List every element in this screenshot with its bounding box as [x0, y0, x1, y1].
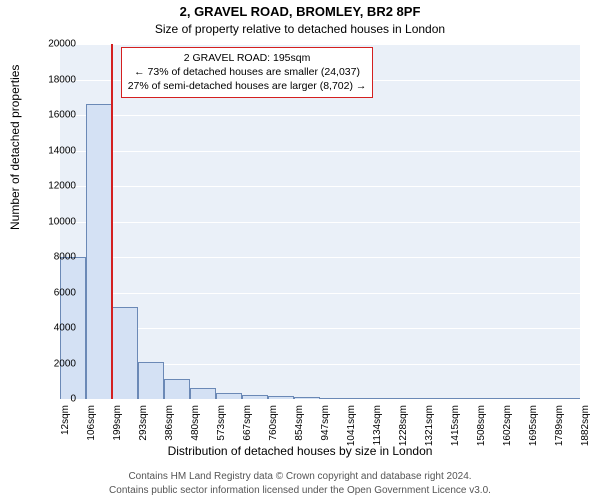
- histogram-bar: [450, 398, 476, 399]
- histogram-bar: [502, 398, 528, 399]
- x-tick-label: 1134sqm: [372, 405, 383, 453]
- x-tick-label: 480sqm: [190, 405, 201, 453]
- y-tick-label: 10000: [48, 216, 76, 227]
- gridline: [60, 115, 580, 116]
- plot-area: 2 GRAVEL ROAD: 195sqm← 73% of detached h…: [60, 44, 580, 399]
- histogram-bar: [86, 104, 112, 399]
- y-tick-label: 2000: [54, 358, 76, 369]
- y-tick-label: 6000: [54, 287, 76, 298]
- histogram-bar: [112, 307, 138, 399]
- x-tick-label: 947sqm: [320, 405, 331, 453]
- histogram-bar: [294, 397, 320, 399]
- x-tick-label: 1228sqm: [398, 405, 409, 453]
- property-marker-line: [111, 44, 113, 399]
- gridline: [60, 399, 580, 400]
- x-tick-label: 106sqm: [86, 405, 97, 453]
- histogram-bar: [398, 398, 424, 399]
- annotation-line-2: ← 73% of detached houses are smaller (24…: [128, 65, 367, 79]
- annotation-line-1: 2 GRAVEL ROAD: 195sqm: [128, 51, 367, 65]
- histogram-bar: [164, 379, 190, 399]
- y-tick-label: 0: [70, 394, 76, 405]
- x-tick-label: 386sqm: [164, 405, 175, 453]
- y-tick-label: 20000: [48, 39, 76, 50]
- histogram-bar: [190, 388, 216, 399]
- x-tick-label: 1041sqm: [346, 405, 357, 453]
- y-axis-label: Number of detached properties: [8, 65, 22, 230]
- y-tick-label: 14000: [48, 145, 76, 156]
- x-tick-label: 199sqm: [112, 405, 123, 453]
- histogram-bar: [476, 398, 502, 399]
- histogram-bar: [424, 398, 450, 399]
- x-tick-label: 1695sqm: [528, 405, 539, 453]
- gridline: [60, 151, 580, 152]
- histogram-bar: [372, 398, 398, 399]
- histogram-bar: [242, 395, 268, 399]
- y-tick-label: 4000: [54, 323, 76, 334]
- x-tick-label: 1508sqm: [476, 405, 487, 453]
- histogram-bar: [138, 362, 164, 399]
- y-tick-label: 16000: [48, 110, 76, 121]
- x-tick-label: 1602sqm: [502, 405, 513, 453]
- gridline: [60, 186, 580, 187]
- y-tick-label: 12000: [48, 181, 76, 192]
- histogram-bar: [320, 398, 346, 399]
- chart-container: 2, GRAVEL ROAD, BROMLEY, BR2 8PF Size of…: [0, 0, 600, 500]
- annotation-box: 2 GRAVEL ROAD: 195sqm← 73% of detached h…: [121, 47, 374, 98]
- x-tick-label: 667sqm: [242, 405, 253, 453]
- x-tick-label: 1882sqm: [580, 405, 591, 453]
- histogram-bar: [216, 393, 242, 399]
- gridline: [60, 44, 580, 45]
- histogram-bar: [528, 398, 554, 399]
- x-tick-label: 573sqm: [216, 405, 227, 453]
- histogram-bar: [346, 398, 372, 399]
- y-tick-label: 18000: [48, 74, 76, 85]
- annotation-line-3: 27% of semi-detached houses are larger (…: [128, 79, 367, 93]
- gridline: [60, 222, 580, 223]
- gridline: [60, 293, 580, 294]
- x-tick-label: 760sqm: [268, 405, 279, 453]
- x-tick-label: 1415sqm: [450, 405, 461, 453]
- x-tick-label: 293sqm: [138, 405, 149, 453]
- credit-line-2: Contains public sector information licen…: [0, 485, 600, 496]
- chart-title-main: 2, GRAVEL ROAD, BROMLEY, BR2 8PF: [0, 4, 600, 19]
- credit-line-1: Contains HM Land Registry data © Crown c…: [0, 471, 600, 482]
- x-tick-label: 854sqm: [294, 405, 305, 453]
- x-tick-label: 1789sqm: [554, 405, 565, 453]
- x-tick-label: 12sqm: [60, 405, 71, 453]
- x-tick-label: 1321sqm: [424, 405, 435, 453]
- histogram-bar: [268, 396, 294, 399]
- y-tick-label: 8000: [54, 252, 76, 263]
- chart-title-sub: Size of property relative to detached ho…: [0, 22, 600, 36]
- gridline: [60, 257, 580, 258]
- histogram-bar: [554, 398, 580, 399]
- gridline: [60, 328, 580, 329]
